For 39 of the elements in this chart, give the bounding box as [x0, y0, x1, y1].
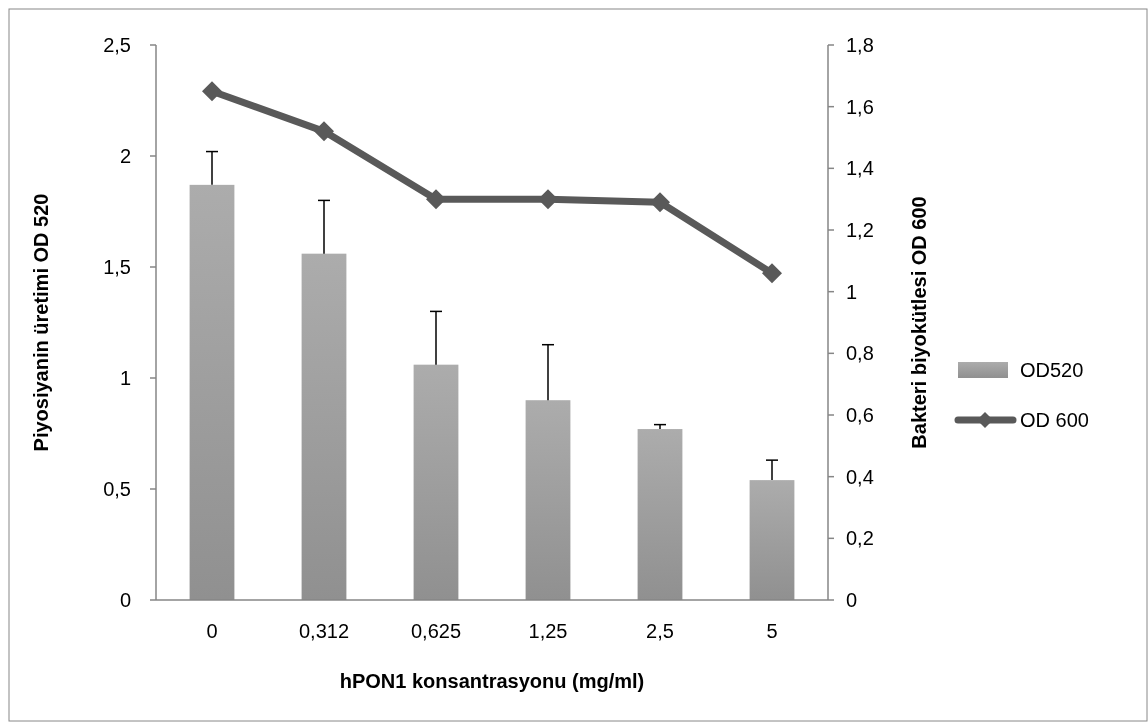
y-tick-label: 0,5: [103, 478, 131, 500]
x-tick-label: 2,5: [646, 620, 674, 642]
x-tick-label: 1,25: [528, 620, 568, 642]
y2-tick-label: 1,4: [846, 157, 874, 180]
y2-tick-label: 1: [846, 280, 858, 303]
x-axis-title: hPON1 konsantrasyonu (mg/ml): [339, 670, 645, 692]
bar: [637, 429, 683, 600]
y2-tick-label: 0,8: [846, 342, 874, 365]
point: [538, 189, 558, 210]
point: [314, 121, 334, 142]
legend-label: OD520: [1020, 359, 1084, 381]
x-tick-label: 0,312: [298, 620, 350, 642]
bar: [525, 400, 571, 600]
y-tick-label: 2,5: [103, 34, 131, 56]
y2-tick-label: 1,6: [846, 95, 874, 118]
y-tick-label: 1,5: [103, 256, 131, 278]
y2-tick-label: 1,2: [846, 219, 874, 241]
y2-tick-label: 1,8: [846, 34, 874, 56]
y-tick-label: 0: [119, 589, 131, 611]
y2-tick-label: 0,4: [846, 465, 874, 488]
point: [202, 81, 222, 102]
bar: [301, 253, 347, 600]
bar: [413, 364, 459, 600]
point: [426, 189, 446, 210]
bar: [749, 480, 795, 600]
y-tick-label: 1: [119, 367, 131, 389]
y2-axis-title: Bakteri biyokütlesi OD 600: [908, 196, 930, 449]
x-tick-label: 0: [206, 620, 218, 642]
legend-label: OD 600: [1020, 409, 1089, 431]
y-tick-label: 2: [119, 145, 131, 167]
x-tick-label: 0,625: [410, 620, 462, 642]
y-axis-title: Piyosiyanin üretimi OD 520: [30, 193, 52, 452]
y2-tick-label: 0,6: [846, 404, 874, 426]
y2-tick-label: 0: [846, 589, 858, 611]
point: [650, 192, 670, 213]
y2-tick-label: 0,2: [846, 527, 874, 550]
x-tick-label: 5: [766, 620, 778, 642]
point: [762, 263, 782, 284]
bar: [189, 184, 235, 600]
